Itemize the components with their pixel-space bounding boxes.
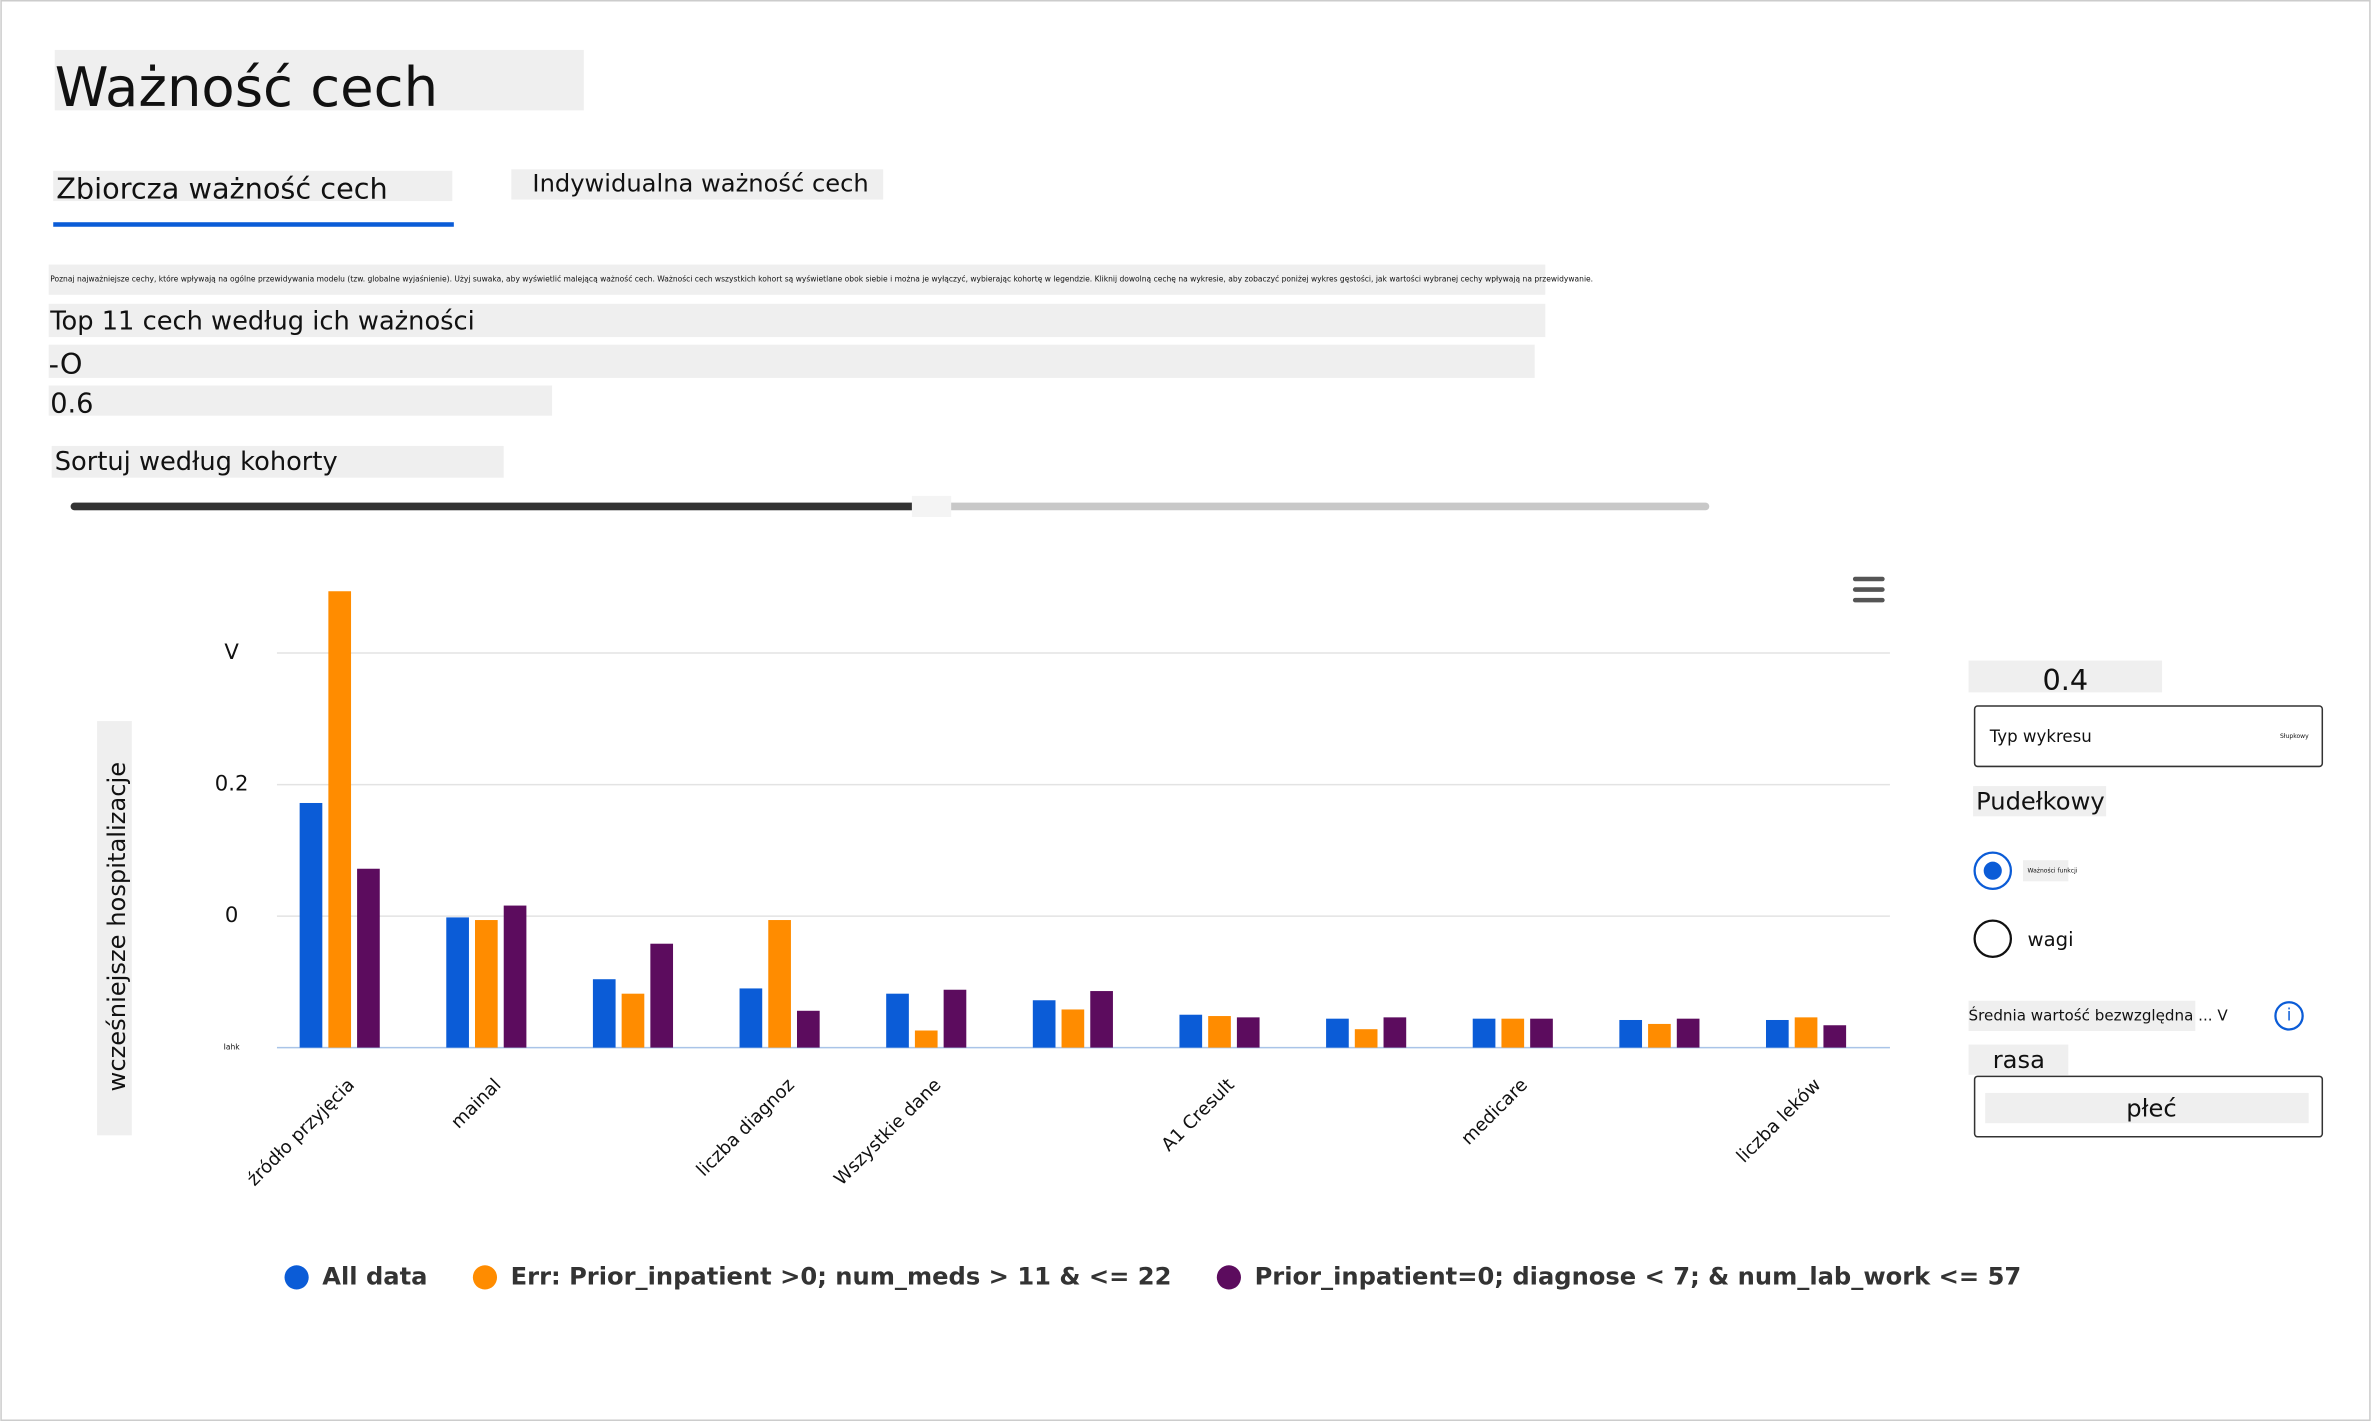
slider-thumb[interactable] bbox=[911, 495, 952, 518]
legend-label[interactable]: All data bbox=[322, 1262, 427, 1290]
option-label: Pudełkowy bbox=[1976, 788, 2105, 816]
aggregation-label[interactable]: Średnia wartość bezwzględna ... V bbox=[1969, 1005, 2229, 1024]
sort-label[interactable]: Sortuj według kohorty bbox=[55, 447, 338, 477]
label-bg bbox=[48, 385, 553, 416]
bar bbox=[739, 988, 763, 1048]
label-bg bbox=[1985, 1092, 2309, 1124]
bar bbox=[1090, 991, 1113, 1048]
bar bbox=[1530, 1018, 1553, 1048]
page-title: Ważność cech bbox=[55, 55, 438, 119]
legend-label[interactable]: Err: Prior_inpatient >0; num_meds > 11 &… bbox=[511, 1262, 1172, 1290]
bar bbox=[650, 943, 674, 1048]
tab[interactable]: Indywidualna ważność cech bbox=[532, 169, 868, 197]
label-bg bbox=[1968, 1000, 2196, 1031]
bar bbox=[1236, 1017, 1260, 1048]
bar bbox=[1619, 1019, 1643, 1048]
top-features-label: Top 11 cech według ich ważności bbox=[49, 306, 475, 336]
label-bg bbox=[48, 344, 1535, 378]
bar bbox=[914, 1030, 938, 1048]
radio-label: wagi bbox=[2028, 928, 2074, 951]
tab-underline bbox=[53, 222, 454, 227]
y-axis-title: wcześniejsze hospitalizacje bbox=[103, 762, 131, 1092]
bar bbox=[1326, 1018, 1349, 1048]
tab[interactable]: Zbiorcza ważność cech bbox=[56, 171, 387, 205]
legend-label[interactable]: Prior_inpatient=0; diagnose < 7; & num_l… bbox=[1255, 1262, 2022, 1290]
group-label: rasa bbox=[1993, 1046, 2045, 1074]
description: Poznaj najważniejsze cechy, które wpływa… bbox=[50, 275, 1593, 284]
bar bbox=[1794, 1017, 1818, 1048]
bar bbox=[768, 920, 791, 1048]
bar bbox=[1354, 1029, 1378, 1048]
y-tick-label: V bbox=[224, 639, 239, 664]
label-bg bbox=[1973, 786, 2107, 817]
bar bbox=[1765, 1019, 1789, 1048]
bar bbox=[621, 993, 645, 1048]
title-bg bbox=[54, 49, 584, 111]
description-bg bbox=[48, 264, 1546, 295]
bar bbox=[446, 917, 469, 1048]
radio-label: Ważności funkcji bbox=[2028, 867, 2078, 875]
bar bbox=[1648, 1023, 1671, 1048]
label-bg bbox=[2022, 860, 2069, 882]
y-tick-label: 0.2 bbox=[215, 771, 249, 796]
bar bbox=[1061, 1009, 1085, 1048]
bar bbox=[592, 979, 616, 1048]
y-label-bg bbox=[97, 721, 132, 1136]
y-tick-label: 0 bbox=[225, 902, 238, 927]
bar bbox=[1383, 1017, 1407, 1048]
bar bbox=[357, 868, 380, 1048]
bar bbox=[1179, 1014, 1203, 1048]
info-icon[interactable] bbox=[2274, 1001, 2304, 1031]
bar bbox=[475, 920, 498, 1048]
bar bbox=[1501, 1018, 1525, 1048]
y-tick-label: Iahk bbox=[224, 1043, 241, 1052]
info-icon-glyph: i bbox=[2287, 1005, 2292, 1024]
tab-bg bbox=[53, 170, 453, 202]
radio-dot bbox=[1983, 861, 2002, 880]
dropdown-value: płeć bbox=[2126, 1095, 2176, 1123]
bar bbox=[1032, 1000, 1056, 1048]
bar bbox=[503, 905, 527, 1048]
radio[interactable] bbox=[1973, 919, 2013, 959]
dropdown-value: Słupkowy bbox=[2280, 733, 2309, 740]
chart-type-dropdown[interactable] bbox=[1973, 705, 2324, 768]
legend-marker bbox=[284, 1265, 309, 1290]
bar bbox=[1676, 1018, 1700, 1048]
legend-marker bbox=[1216, 1265, 1241, 1290]
label-bg bbox=[1968, 660, 2163, 693]
menu-icon[interactable] bbox=[1852, 576, 1885, 603]
dropdown-label: Typ wykresu bbox=[1989, 727, 2092, 746]
bar bbox=[1823, 1025, 1847, 1048]
bar bbox=[886, 993, 909, 1048]
tab-bg bbox=[511, 169, 884, 200]
label-bg bbox=[1968, 1044, 2069, 1075]
slider-value-label: 0.6 bbox=[50, 389, 93, 420]
bar bbox=[796, 1010, 820, 1048]
legend-marker bbox=[472, 1265, 498, 1290]
slider-min-label: -O bbox=[49, 347, 83, 381]
bar bbox=[328, 591, 352, 1048]
bar bbox=[1208, 1016, 1231, 1048]
bar bbox=[299, 802, 323, 1048]
side-value-label: 0.4 bbox=[2042, 663, 2088, 697]
label-bg bbox=[51, 445, 504, 478]
label-bg bbox=[48, 303, 1546, 338]
bar bbox=[943, 989, 967, 1048]
bar bbox=[1472, 1018, 1496, 1048]
